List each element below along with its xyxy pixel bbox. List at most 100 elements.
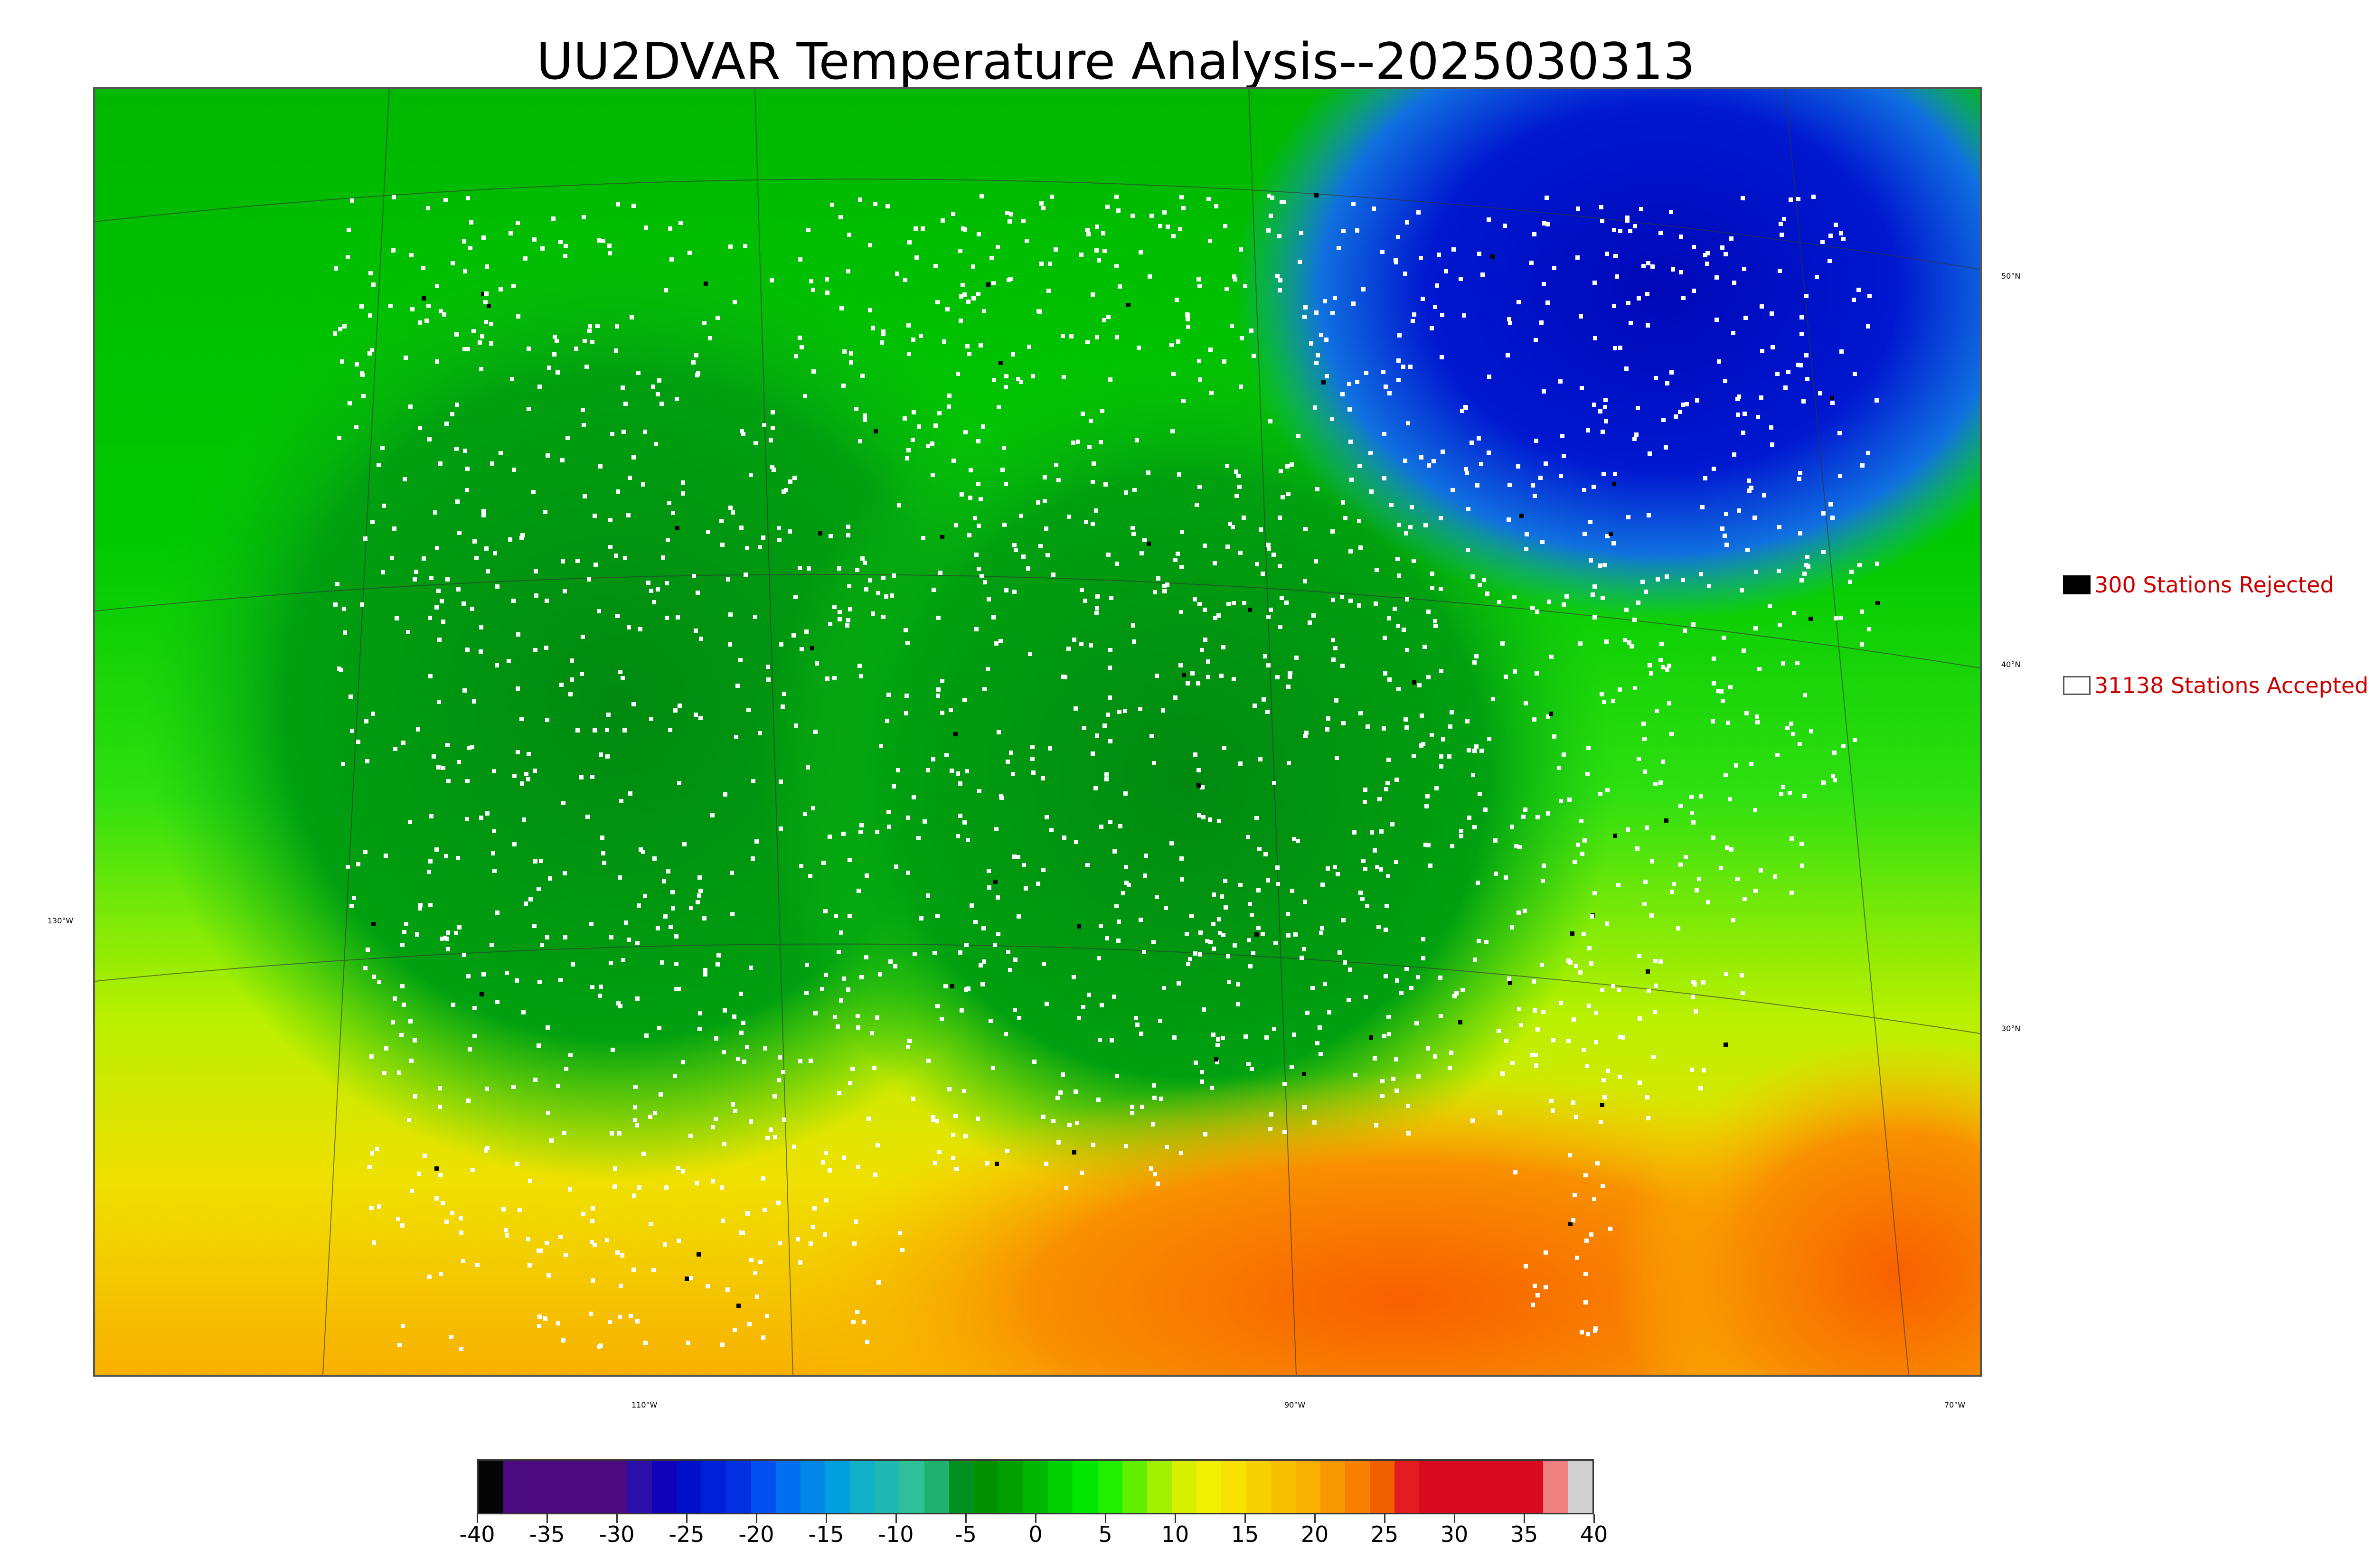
station-marker [906, 871, 910, 875]
station-marker [914, 226, 918, 231]
station-marker [1485, 592, 1489, 596]
station-marker [415, 932, 419, 937]
station-marker [714, 1036, 718, 1041]
station-marker [1303, 734, 1308, 738]
station-marker [1487, 375, 1491, 379]
station-marker [931, 1115, 935, 1119]
station-marker [1108, 648, 1112, 652]
station-marker [1146, 470, 1150, 475]
station-marker [1852, 298, 1856, 302]
station-marker [565, 436, 570, 440]
station-marker [695, 373, 699, 377]
station-marker [1115, 562, 1119, 566]
station-marker [1380, 1079, 1385, 1083]
station-marker [1222, 359, 1226, 364]
station-marker [1104, 772, 1109, 777]
colorbar-segment [1444, 1461, 1469, 1513]
station-marker [1860, 463, 1865, 468]
station-marker [652, 856, 657, 861]
station-marker [1236, 982, 1240, 986]
station-marker [1853, 738, 1857, 742]
station-marker [1348, 599, 1353, 603]
station-marker [1536, 1293, 1540, 1297]
station-marker [721, 1219, 725, 1223]
station-marker [1221, 933, 1225, 937]
station-marker [667, 501, 671, 505]
station-marker [1578, 641, 1583, 646]
station-marker [1599, 205, 1603, 209]
station-marker [1093, 786, 1098, 790]
station-marker [505, 1233, 509, 1238]
station-marker [919, 916, 923, 920]
station-marker [395, 616, 399, 620]
station-marker [637, 903, 641, 908]
station-marker [1545, 196, 1549, 200]
station-marker [1366, 724, 1370, 729]
station-marker [436, 765, 441, 770]
station-marker [1286, 685, 1291, 689]
station-marker [881, 332, 886, 336]
station-marker [1837, 431, 1842, 435]
station-marker [1004, 374, 1008, 378]
station-marker [581, 1212, 585, 1216]
station-marker [580, 672, 584, 676]
station-marker [912, 795, 916, 799]
station-marker [1246, 1062, 1251, 1066]
colorbar-segment [602, 1461, 627, 1513]
station-marker [1583, 838, 1587, 843]
station-marker [1272, 553, 1276, 557]
station-marker [1079, 642, 1083, 646]
station-marker [824, 973, 828, 977]
station-marker [552, 352, 556, 357]
station-marker [1720, 526, 1724, 531]
station-marker [1715, 275, 1719, 280]
station-marker [614, 554, 618, 558]
station-marker [837, 950, 841, 954]
station-marker [651, 1268, 656, 1272]
station-marker [1325, 374, 1329, 378]
station-marker [1098, 1038, 1102, 1042]
station-marker [852, 1241, 857, 1246]
station-marker [1272, 1027, 1276, 1031]
station-marker [657, 1026, 661, 1030]
station-marker [856, 1165, 860, 1169]
station-marker [1158, 1019, 1162, 1023]
station-marker [1266, 615, 1271, 619]
station-marker [779, 826, 783, 831]
station-marker [963, 1134, 968, 1138]
station-marker [974, 553, 979, 557]
station-marker [681, 480, 685, 485]
station-marker [402, 1003, 406, 1007]
station-marker [708, 336, 712, 340]
station-marker [788, 529, 792, 534]
station-marker [1478, 792, 1482, 796]
station-marker [1340, 595, 1344, 599]
graticule [95, 89, 1980, 1375]
station-marker [465, 779, 470, 783]
station-marker [1011, 352, 1015, 357]
station-marker [865, 1340, 869, 1344]
station-marker [1280, 596, 1284, 600]
station-marker [1198, 377, 1202, 382]
station-marker [559, 683, 564, 687]
station-marker [1006, 950, 1010, 954]
station-marker [465, 488, 469, 492]
station-marker [1699, 794, 1703, 798]
station-marker [1200, 1080, 1204, 1084]
station-marker [462, 347, 467, 351]
station-marker [583, 339, 587, 343]
station-marker [871, 326, 875, 330]
station-marker [1470, 441, 1474, 445]
station-marker [1465, 471, 1469, 475]
station-marker [1798, 742, 1802, 746]
station-marker [1471, 773, 1475, 777]
station-marker [1310, 986, 1315, 990]
station-marker [981, 424, 985, 429]
station-marker [333, 331, 337, 336]
station-marker [694, 629, 698, 633]
station-marker [1778, 269, 1782, 273]
station-marker [1178, 663, 1183, 667]
station-marker [1236, 474, 1241, 478]
station-marker [697, 875, 702, 880]
station-marker [1266, 228, 1271, 233]
